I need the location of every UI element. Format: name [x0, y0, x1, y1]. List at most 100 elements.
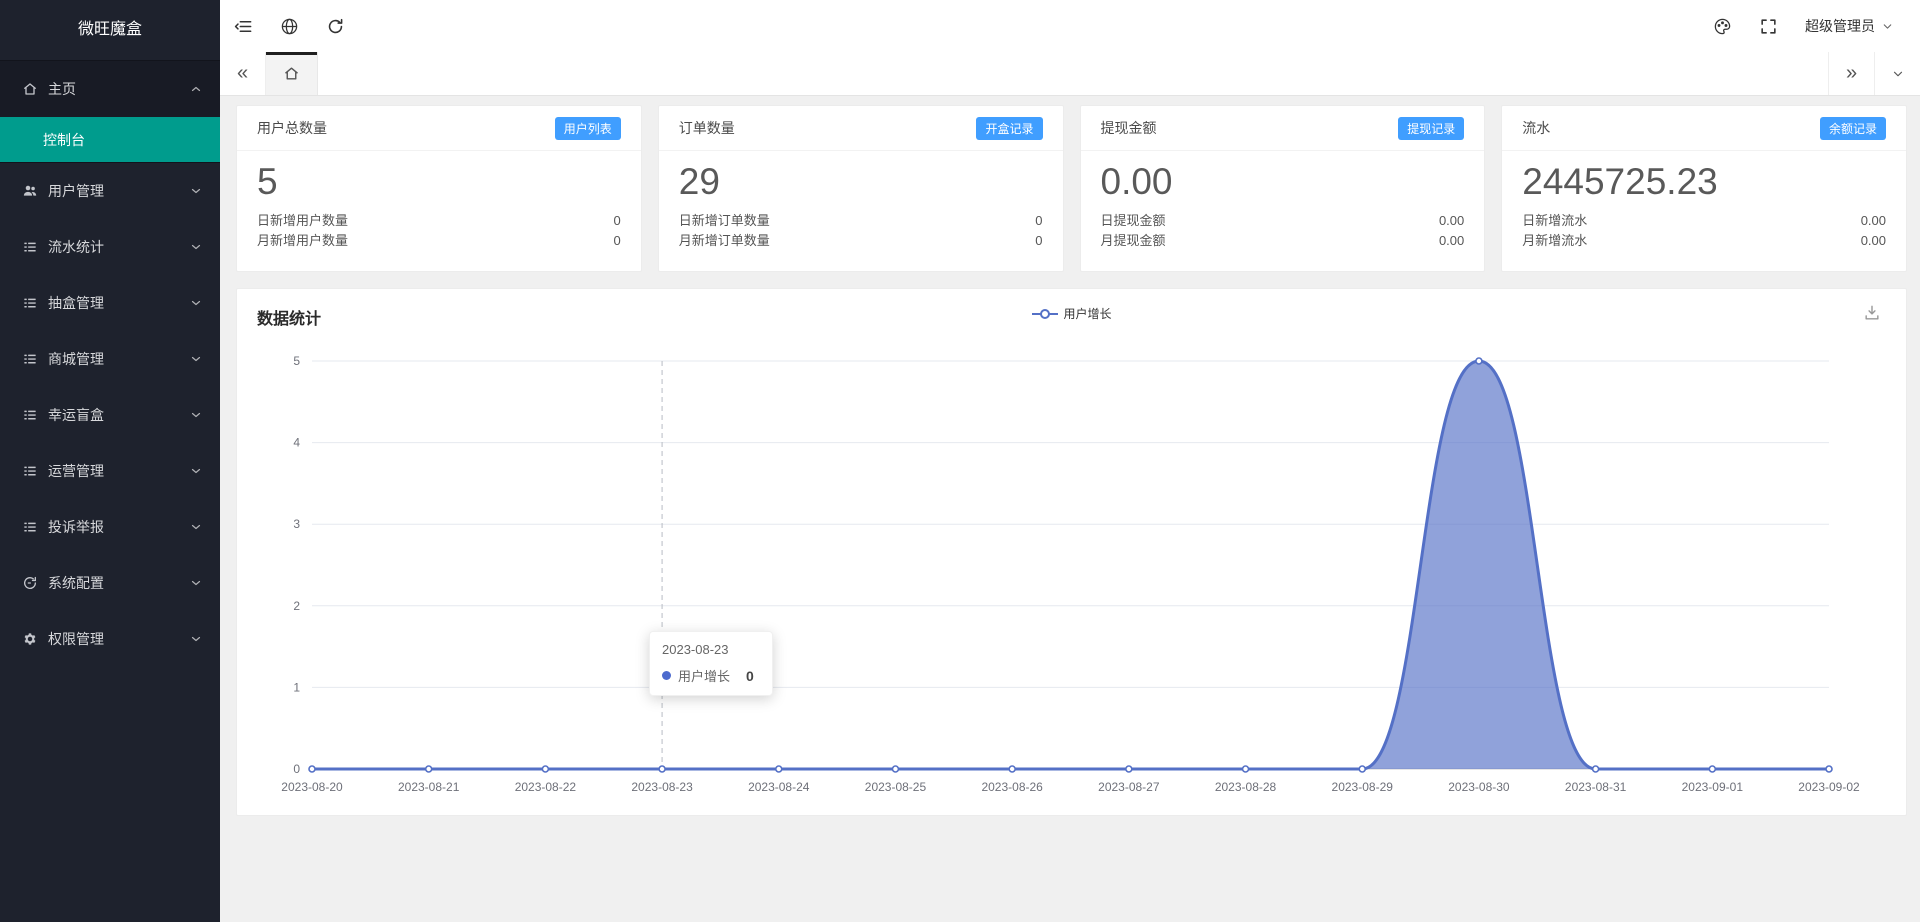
- sidebar-item-label: 系统配置: [48, 575, 104, 591]
- tabs-scroll-left-button[interactable]: «: [220, 52, 266, 95]
- stat-row-label: 月提现金额: [1100, 233, 1166, 248]
- chevron-down-icon: [190, 353, 202, 365]
- stat-card-title: 用户总数量: [257, 120, 327, 136]
- list-icon: [22, 407, 38, 423]
- legend-marker-icon: [1031, 308, 1058, 319]
- stat-card-value: 2445725.23: [1522, 161, 1718, 202]
- stat-card-link-withdrawal-amount[interactable]: 提现记录: [1398, 116, 1465, 140]
- sidebar-item-flow-statistics[interactable]: 流水统计: [0, 219, 220, 275]
- content: 用户总数量 用户列表 5 日新增用户数量 0 月新增用户数量 0 订单数量 开盒记录 29 日新增订…: [220, 96, 1920, 922]
- sidebar-item-lucky-blindbox[interactable]: 幸运盲盒: [0, 387, 220, 443]
- refresh-icon: [328, 18, 342, 33]
- sidebar-item-label: 商城管理: [48, 351, 104, 367]
- sidebar-item-box-management[interactable]: 抽盒管理: [0, 275, 220, 331]
- theme-button[interactable]: [1699, 0, 1745, 52]
- chevron-down-icon: [190, 185, 202, 197]
- y-axis-tick-label: 5: [293, 354, 300, 368]
- series-dot-icon: [662, 671, 671, 680]
- chart-canvas[interactable]: 0 1 2 3 4 5 2023-08-20 2023-08-21 2023-08-22 2023…: [237, 339, 1906, 809]
- stat-row-label: 月新增流水: [1522, 233, 1588, 248]
- stat-card-row: 日新增流水 0.00: [1522, 211, 1886, 231]
- stat-card-title: 订单数量: [678, 120, 735, 136]
- stat-card-body: 2445725.23 日新增流水 0.00 月新增流水 0.00: [1502, 151, 1906, 251]
- stat-card-link-flow[interactable]: 余额记录: [1819, 116, 1886, 140]
- sidebar-item-label: 用户管理: [48, 183, 104, 199]
- y-axis-tick-label: 1: [293, 680, 300, 694]
- sidebar-item-mall-management[interactable]: 商城管理: [0, 331, 220, 387]
- sidebar-item-system-config[interactable]: 系统配置: [0, 555, 220, 611]
- stat-card-row: 月新增流水 0.00: [1522, 231, 1886, 251]
- globe-icon: [281, 18, 297, 34]
- sidebar-item-permission-management[interactable]: 权限管理: [0, 611, 220, 667]
- palette-icon: [1714, 18, 1730, 34]
- topbar-right: 超级管理员: [1699, 0, 1920, 52]
- tooltip-series-name: 用户增长: [678, 669, 731, 684]
- chevron-down-icon: [1881, 20, 1894, 33]
- sidebar-item-user-management[interactable]: 用户管理: [0, 163, 220, 219]
- data-point-marker: [1475, 357, 1483, 365]
- menu-fold-icon: [234, 20, 251, 32]
- data-point-marker: [541, 765, 550, 773]
- chevron-down-icon: [1893, 71, 1902, 76]
- sidebar-item-home[interactable]: 主页: [0, 61, 220, 117]
- x-axis-tick-label: 2023-08-21: [398, 780, 460, 794]
- reset-icon: [22, 575, 38, 591]
- y-axis-tick-label: 0: [293, 762, 300, 776]
- data-point-marker: [774, 765, 783, 773]
- data-point-marker: [1125, 765, 1133, 773]
- legend-user-growth[interactable]: 用户增长: [1031, 305, 1112, 322]
- collapse-sidebar-button[interactable]: [220, 0, 266, 52]
- stat-row-label: 日提现金额: [1100, 213, 1166, 228]
- stat-row-value: 0.00: [1438, 233, 1465, 248]
- x-axis-tick-label: 2023-08-27: [1098, 780, 1160, 794]
- stat-card-body: 5 日新增用户数量 0 月新增用户数量 0: [237, 151, 641, 251]
- stat-card-total-users: 用户总数量 用户列表 5 日新增用户数量 0 月新增用户数量 0: [236, 105, 642, 272]
- stat-card-row: 日提现金额 0.00: [1101, 211, 1465, 231]
- tab-home[interactable]: [266, 52, 318, 95]
- legend-label: 用户增长: [1063, 307, 1112, 321]
- sidebar-item-operations-management[interactable]: 运营管理: [0, 443, 220, 499]
- stat-card-link-total-users[interactable]: 用户列表: [554, 116, 621, 140]
- stat-card-order-count: 订单数量 开盒记录 29 日新增订单数量 0 月新增订单数量 0: [657, 105, 1064, 272]
- stat-card-value: 5: [257, 161, 278, 202]
- x-axis-tick-label: 2023-08-30: [1448, 780, 1510, 794]
- tabs-scroll-right-button[interactable]: »: [1828, 52, 1874, 95]
- data-point-marker: [1708, 765, 1717, 773]
- sidebar-item-complaints-reports[interactable]: 投诉举报: [0, 499, 220, 555]
- sidebar-subitem-label: 控制台: [43, 131, 85, 148]
- stat-card-row: 日新增用户数量 0: [257, 211, 621, 231]
- sidebar-item-label: 投诉举报: [48, 519, 104, 535]
- sidebar-item-console[interactable]: 控制台: [0, 117, 220, 162]
- sidebar-expanded-block: 主页控制台: [0, 60, 220, 163]
- refresh-button[interactable]: [312, 0, 358, 52]
- data-point-marker: [1825, 765, 1833, 773]
- stat-row-value: 0: [613, 233, 621, 248]
- home-icon: [285, 67, 298, 80]
- fullscreen-button[interactable]: [1745, 0, 1791, 52]
- language-globe-button[interactable]: [266, 0, 312, 52]
- x-axis-tick-label: 2023-09-02: [1798, 780, 1860, 794]
- stat-card-row: 日新增订单数量 0: [679, 211, 1043, 231]
- sidebar-item-label: 权限管理: [48, 631, 104, 647]
- chevron-down-icon: [190, 577, 202, 589]
- x-axis-tick-label: 2023-08-23: [631, 780, 693, 794]
- stat-row-value: 0.00: [1860, 213, 1886, 228]
- download-chart-button[interactable]: [1862, 303, 1884, 325]
- x-axis-tick-label: 2023-08-20: [281, 780, 343, 794]
- user-dropdown[interactable]: 超级管理员: [1791, 0, 1920, 52]
- stat-row-value: 0.00: [1438, 213, 1465, 228]
- stat-card-row: 月新增订单数量 0: [679, 231, 1043, 251]
- stat-card-header: 流水 余额记录: [1502, 106, 1906, 151]
- fullscreen-icon: [1760, 18, 1776, 34]
- chevron-down-icon: [190, 521, 202, 533]
- stat-card-link-order-count[interactable]: 开盒记录: [976, 116, 1043, 140]
- stat-card-header: 提现金额 提现记录: [1080, 106, 1485, 151]
- chart-title: 数据统计: [257, 311, 322, 328]
- stat-cards-row: 用户总数量 用户列表 5 日新增用户数量 0 月新增用户数量 0 订单数量 开盒记录 29 日新增订…: [236, 105, 1907, 272]
- gear-icon: [22, 631, 38, 647]
- tabs-menu-button[interactable]: [1874, 52, 1920, 95]
- sidebar: 微旺魔盒 主页 控制台 用户管理 流水统计 抽盒管理 商城管理 幸运盲盒 运营管理 投诉举报 系统…: [0, 0, 220, 922]
- list-icon: [22, 463, 38, 479]
- data-point-marker: [1591, 765, 1600, 773]
- chart-tooltip: 2023-08-23 用户增长 0: [649, 631, 773, 696]
